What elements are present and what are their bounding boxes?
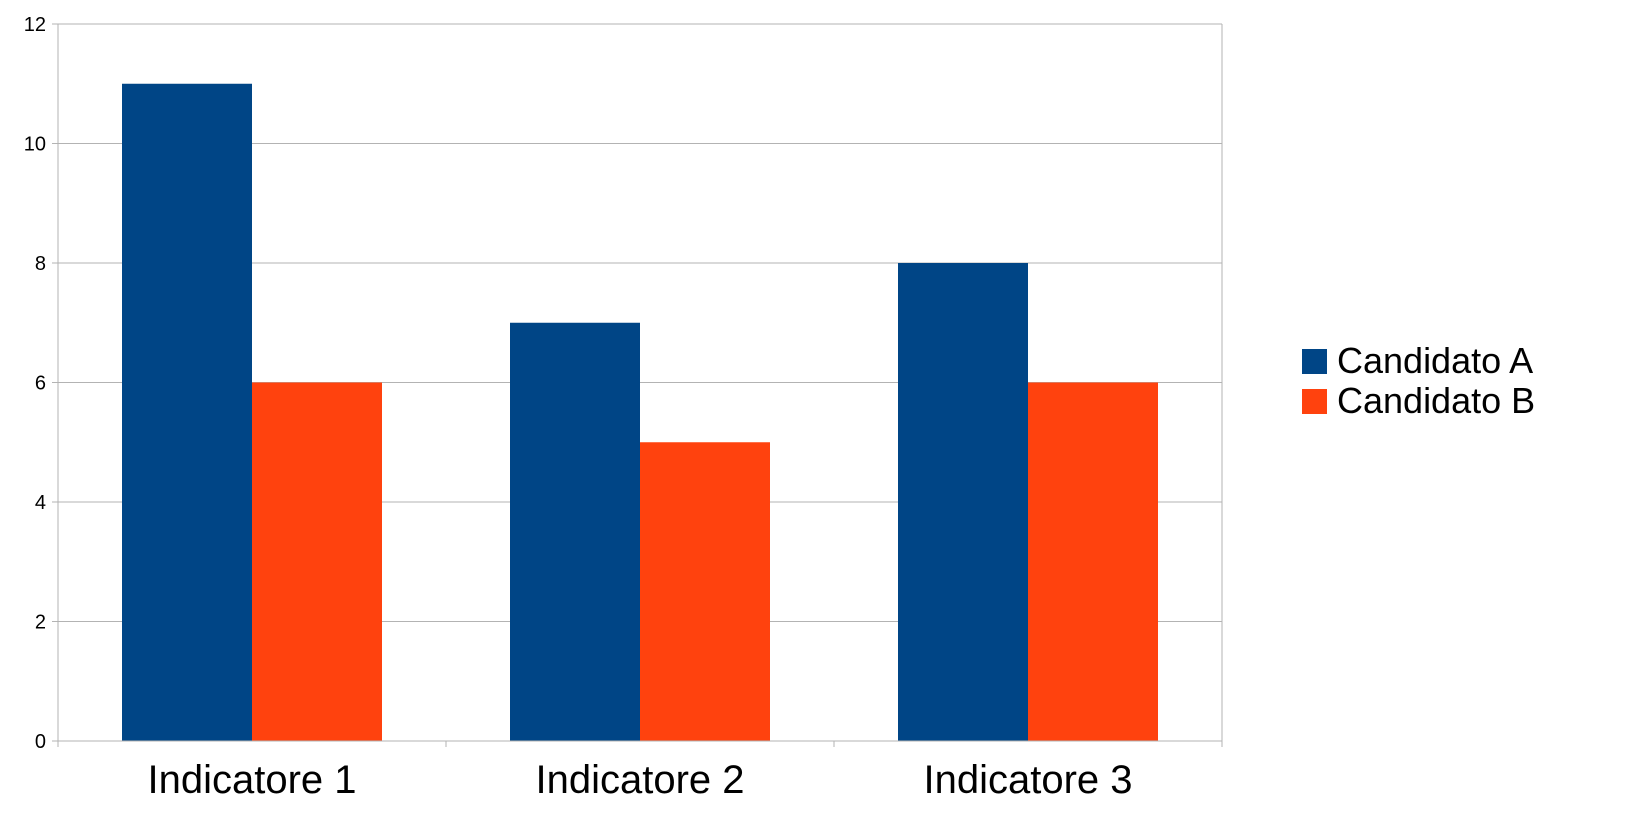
x-tick-label: Indicatore 3 bbox=[923, 758, 1132, 802]
bar-candidato-a-0 bbox=[122, 83, 252, 741]
legend-label: Candidato A bbox=[1337, 340, 1533, 381]
legend-swatch bbox=[1302, 389, 1327, 414]
bar-candidato-a-2 bbox=[898, 263, 1028, 741]
y-tick-label: 4 bbox=[35, 492, 46, 514]
tick-labels: 0 2 4 6 8 10 12 Indicatore 1 Indicatore 2 Indicat… bbox=[24, 14, 1133, 802]
x-tick-label: Indicatore 1 bbox=[147, 758, 356, 802]
legend-swatch bbox=[1302, 349, 1327, 374]
legend-label: Candidato B bbox=[1337, 380, 1535, 421]
bar-candidato-b-1 bbox=[640, 442, 770, 741]
bars bbox=[122, 83, 1158, 741]
bar-candidato-b-0 bbox=[252, 382, 382, 741]
y-tick-label: 8 bbox=[35, 253, 46, 275]
bar-candidato-b-2 bbox=[1028, 382, 1158, 741]
y-tick-label: 0 bbox=[35, 731, 46, 753]
y-tick-label: 12 bbox=[24, 14, 46, 36]
axes bbox=[52, 23, 1223, 747]
x-tick-label: Indicatore 2 bbox=[535, 758, 744, 802]
bar-candidato-a-1 bbox=[510, 322, 640, 741]
y-tick-label: 10 bbox=[24, 134, 46, 156]
y-tick-label: 6 bbox=[35, 373, 46, 395]
y-tick-label: 2 bbox=[35, 612, 46, 634]
